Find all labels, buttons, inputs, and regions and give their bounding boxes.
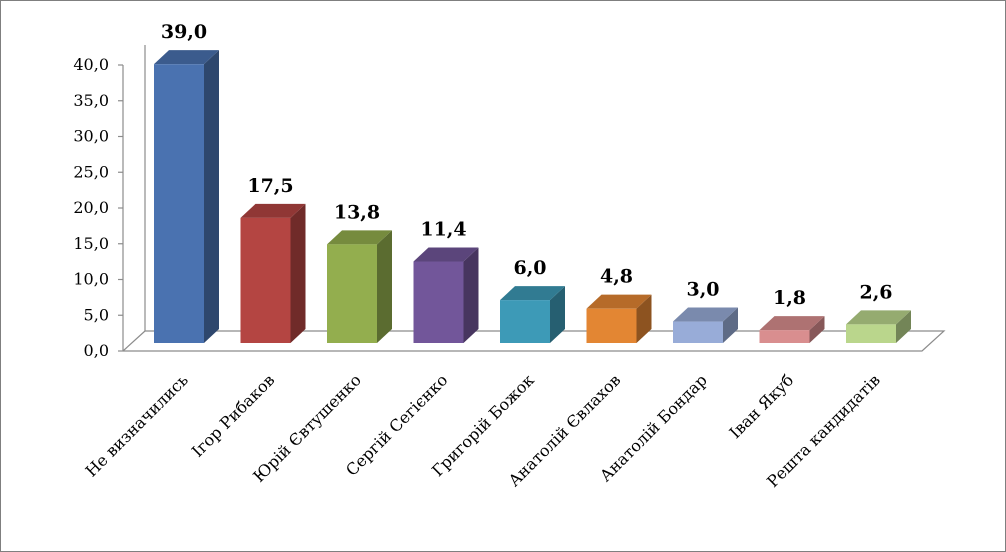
- y-tick-label: 35,0: [73, 91, 109, 110]
- data-label: 6,0: [513, 257, 546, 279]
- bar-top: [240, 203, 306, 218]
- y-tick-label: 0,0: [84, 341, 109, 360]
- bar: [846, 324, 896, 343]
- y-tick-label: 40,0: [73, 55, 109, 74]
- category-label: Ігор Рибаков: [188, 370, 278, 460]
- bar-top: [846, 310, 911, 325]
- bar-side: [809, 316, 825, 343]
- data-label: 39,0: [161, 21, 207, 43]
- bar-top: [327, 230, 392, 245]
- bar: [500, 300, 550, 343]
- y-tick-label: 5,0: [84, 305, 109, 324]
- bar: [673, 321, 723, 343]
- bar-side: [896, 310, 911, 343]
- y-tick-label: 15,0: [73, 234, 109, 253]
- data-label: 4,8: [600, 266, 633, 288]
- data-label: 13,8: [334, 201, 380, 223]
- bar-side: [550, 286, 565, 343]
- data-label: 2,6: [859, 281, 892, 303]
- bar-side: [204, 50, 219, 344]
- y-tick-label: 20,0: [73, 198, 109, 217]
- category-label: Іван Якуб: [725, 370, 797, 442]
- data-label: 11,4: [420, 218, 466, 240]
- floor-edge: [122, 330, 146, 352]
- bar-top: [759, 316, 825, 331]
- bar-side: [636, 294, 652, 343]
- bar-top: [154, 50, 219, 65]
- bar: [327, 244, 377, 343]
- bar-top: [673, 307, 738, 322]
- data-label: 1,8: [773, 287, 806, 309]
- plot-floor: [123, 45, 946, 352]
- y-tick-label: 10,0: [73, 270, 109, 289]
- data-label: 17,5: [247, 175, 293, 197]
- bar-side: [290, 203, 306, 343]
- y-tick-label: 25,0: [73, 162, 109, 181]
- bar: [759, 330, 810, 343]
- bar: [586, 308, 637, 343]
- bar-side: [723, 307, 738, 343]
- bar-side: [377, 230, 392, 343]
- bar-top: [500, 286, 565, 301]
- bar-top: [586, 294, 652, 309]
- category-label: Не визначились: [82, 370, 192, 480]
- bar: [154, 64, 204, 344]
- y-tick-label: 30,0: [73, 127, 109, 146]
- bar-side: [463, 247, 479, 343]
- bar: [240, 217, 291, 343]
- bar: [413, 261, 464, 343]
- bar-top: [413, 247, 479, 262]
- data-label: 3,0: [686, 279, 719, 301]
